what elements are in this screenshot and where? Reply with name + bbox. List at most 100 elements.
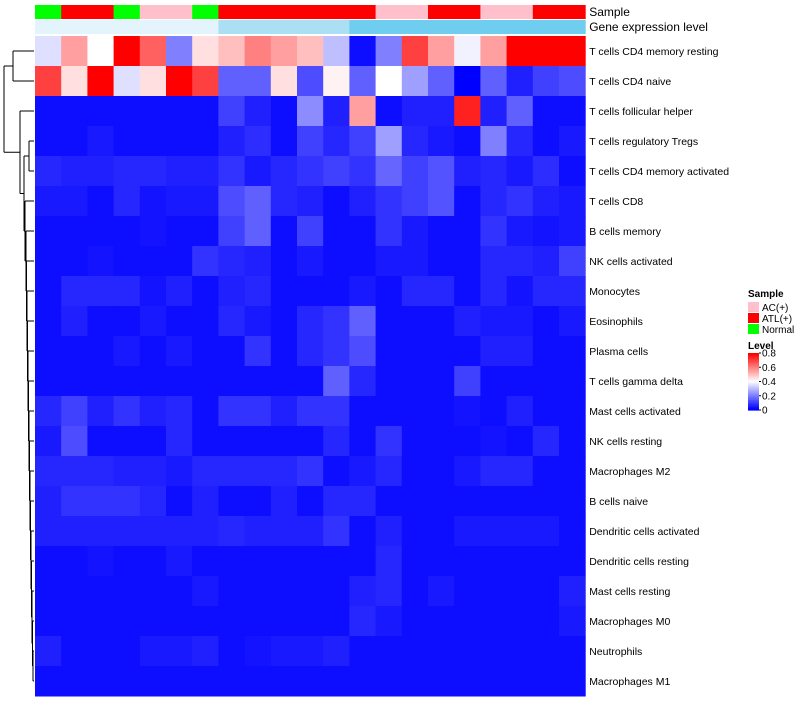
heatmap-cell (244, 516, 272, 547)
gene-level-annotation-cell (375, 20, 403, 34)
heatmap-cell (61, 186, 88, 217)
heatmap-cell (480, 216, 508, 247)
heatmap-cell (375, 36, 403, 67)
heatmap-cell (270, 606, 298, 637)
heatmap-cell (532, 606, 560, 637)
sample-annotation-cell (113, 5, 141, 19)
row-dendrogram (3, 50, 34, 682)
heatmap-cell (323, 516, 350, 547)
heatmap-cell (139, 516, 167, 547)
gradient-step (748, 384, 759, 387)
heatmap-cell (35, 216, 62, 247)
heatmap-cell (532, 396, 560, 427)
heatmap-cell (506, 216, 534, 247)
legend-swatch (748, 313, 759, 323)
heatmap-cell (192, 516, 219, 547)
heatmap-cell (139, 96, 167, 127)
heatmap-cell (375, 426, 403, 457)
heatmap-cell (270, 366, 298, 397)
row-label: Mast cells resting (589, 586, 670, 598)
row-label: NK cells resting (589, 436, 662, 448)
heatmap-cell (532, 36, 560, 67)
heatmap-cell (139, 396, 167, 427)
heatmap-cell (166, 66, 193, 97)
heatmap-cell (166, 246, 193, 277)
heatmap-cell (113, 36, 141, 67)
heatmap-cell (506, 156, 534, 187)
sample-annotation-cell (297, 5, 324, 19)
heatmap-cell (113, 516, 141, 547)
gradient-step (748, 388, 759, 391)
heatmap-cell (428, 276, 455, 307)
heatmap-cell (192, 606, 219, 637)
heatmap-cell (375, 156, 403, 187)
heatmap-cell (87, 546, 115, 577)
gradient-step (748, 371, 759, 374)
sample-annotation-cell (532, 5, 560, 19)
heatmap-cell (532, 246, 560, 277)
heatmap-cell (218, 426, 246, 457)
heatmap-cell (506, 246, 534, 277)
gradient-step (748, 378, 759, 381)
gene-level-annotation-cell (401, 20, 429, 34)
heatmap-cell (532, 156, 560, 187)
gene-level-annotation-cell (35, 20, 62, 34)
heatmap-cell (428, 456, 455, 487)
heatmap-cell (244, 576, 272, 607)
heatmap-cell (113, 546, 141, 577)
heatmap-cell (349, 636, 377, 667)
heatmap-cell (401, 36, 429, 67)
heatmap-cell (61, 576, 88, 607)
heatmap-cell (428, 426, 455, 457)
heatmap-cell (480, 276, 508, 307)
heatmap-cell (323, 576, 350, 607)
heatmap-cell (349, 336, 377, 367)
heatmap-cell (349, 36, 377, 67)
heatmap-cell (192, 306, 219, 337)
heatmap-cell (401, 96, 429, 127)
heatmap-cell (61, 456, 88, 487)
row-label: Eosinophils (589, 316, 643, 328)
heatmap-cell (297, 156, 324, 187)
heatmap-cell (61, 96, 88, 127)
heatmap-cell (297, 576, 324, 607)
gradient-tick-label: 0.6 (762, 363, 776, 374)
heatmap-cell (454, 96, 481, 127)
heatmap-cell (428, 126, 455, 157)
heatmap-cell (87, 126, 115, 157)
heatmap-cell (480, 96, 508, 127)
heatmap-cell (218, 336, 246, 367)
heatmap-cell (428, 306, 455, 337)
heatmap-cell (270, 186, 298, 217)
heatmap-cell (428, 216, 455, 247)
heatmap-cell (506, 426, 534, 457)
heatmap-cell (559, 126, 586, 157)
heatmap-cell (454, 486, 481, 517)
heatmap-cell (87, 66, 115, 97)
heatmap-cell (192, 66, 219, 97)
heatmap-cell (218, 366, 246, 397)
heatmap-cell (35, 516, 62, 547)
heatmap-cell (113, 636, 141, 667)
heatmap-cell (532, 276, 560, 307)
row-labels: T cells CD4 memory resting T cells CD4 na… (589, 46, 729, 688)
sample-annotation-cell (244, 5, 272, 19)
heatmap-cell (218, 636, 246, 667)
heatmap-cell (323, 156, 350, 187)
heatmap-cell (297, 36, 324, 67)
gradient-step (748, 355, 759, 358)
heatmap-cell (244, 306, 272, 337)
heatmap-cell (297, 126, 324, 157)
heatmap-cell (454, 426, 481, 457)
row-label: B cells memory (589, 226, 662, 238)
heatmap-cell (192, 186, 219, 217)
heatmap-cell (218, 246, 246, 277)
heatmap-cell (428, 486, 455, 517)
heatmap-cell (139, 426, 167, 457)
heatmap-cell (323, 426, 350, 457)
row-label: T cells CD4 naive (589, 76, 671, 88)
heatmap-cell (270, 336, 298, 367)
gradient-step (748, 360, 759, 363)
gradient-step (748, 401, 759, 404)
heatmap-cell (61, 156, 88, 187)
